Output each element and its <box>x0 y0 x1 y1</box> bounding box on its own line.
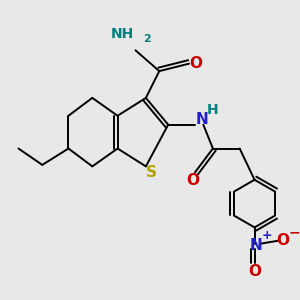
Text: N: N <box>195 112 208 127</box>
Text: O: O <box>277 233 290 248</box>
Text: 2: 2 <box>143 34 151 44</box>
Text: NH: NH <box>111 27 134 41</box>
Text: −: − <box>288 226 300 239</box>
Text: O: O <box>189 56 202 71</box>
Text: +: + <box>262 229 273 242</box>
Text: N: N <box>250 238 262 253</box>
Text: O: O <box>186 173 199 188</box>
Text: O: O <box>248 264 261 279</box>
Text: S: S <box>146 165 157 180</box>
Text: H: H <box>207 103 219 117</box>
